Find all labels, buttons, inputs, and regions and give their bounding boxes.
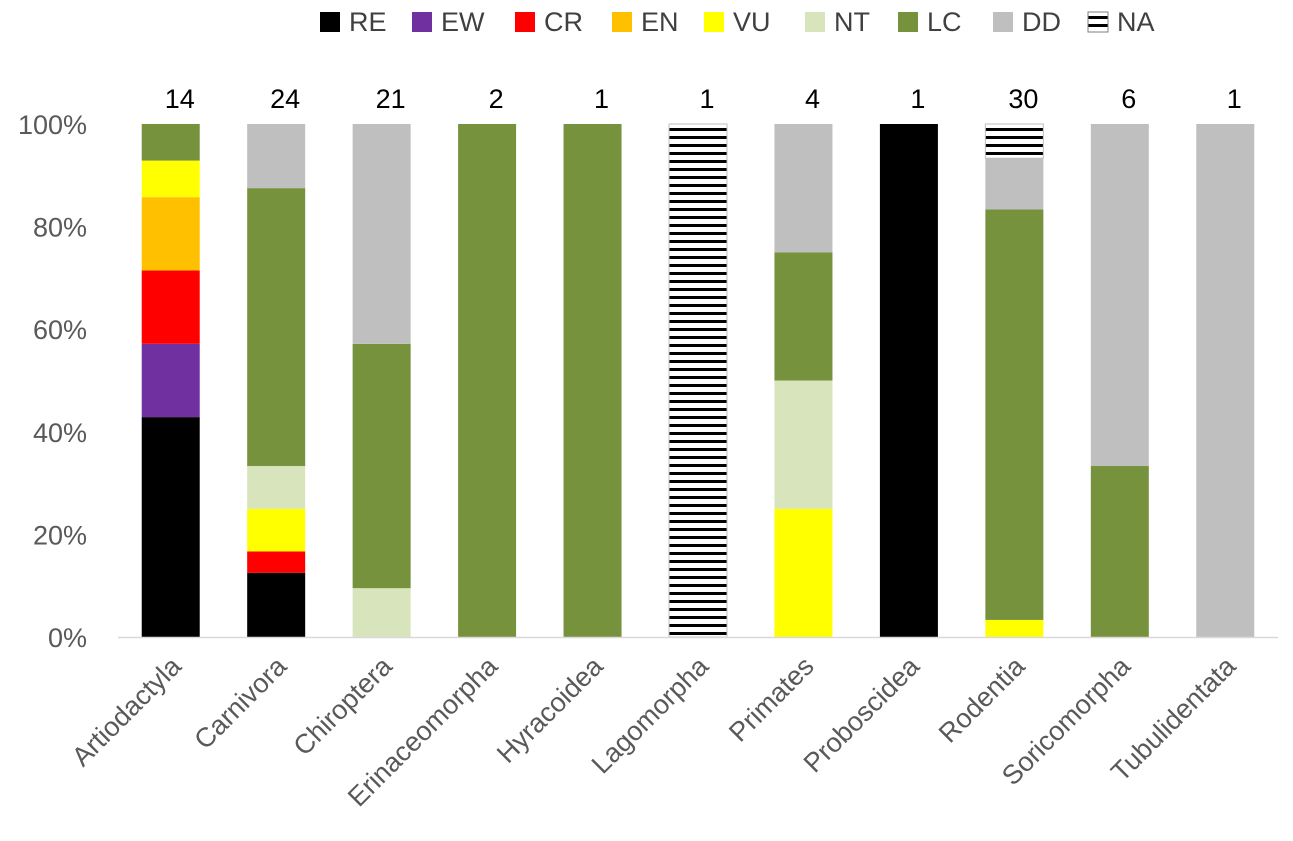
legend-label-ew: EW [441,7,485,37]
bar-count-label-proboscidea: 1 [910,84,925,114]
bar-segment-primates-vu [774,508,833,637]
bar-segment-carnivora-re [247,572,306,637]
bar-segment-soricomorpha-dd [1090,124,1149,467]
x-tick-label-primates: Primates [723,651,820,748]
y-tick-label: 20% [33,520,87,550]
legend-label-nt: NT [834,7,870,37]
y-axis: 0% 20% 40% 60% 80% 100% [18,110,87,653]
bar-segment-primates-nt [774,380,833,509]
bar-count-label-primates: 4 [805,84,820,114]
bar-count-label-rodentia: 30 [1008,84,1038,114]
legend-label-cr: CR [544,7,583,37]
bar-segment-carnivora-vu [247,508,306,552]
legend-swatch-en [612,12,632,32]
bar-segment-artiodactyla-cr [141,270,200,344]
bar-count-label-tubulidentata: 1 [1227,84,1242,114]
bar-segment-erinaceomorpha-lc [458,124,517,637]
bar-segment-carnivora-cr [247,551,306,573]
bar-segment-rodentia-vu [985,619,1044,637]
y-tick-label: 100% [18,110,87,140]
legend-label-en: EN [641,7,679,37]
x-tick-label-artiodactyla: Artiodactyla [66,650,188,772]
bar-count-label-soricomorpha: 6 [1121,84,1136,114]
bar-segment-carnivora-lc [247,188,306,467]
bar-segment-rodentia-lc [985,209,1044,620]
legend-label-lc: LC [927,7,962,37]
y-tick-label: 0% [48,623,87,653]
bar-segment-lagomorpha-na [668,123,728,638]
bar-count-label-carnivora: 24 [270,84,300,114]
x-tick-label-chiroptera: Chiroptera [288,650,399,761]
bar-count-labels: 14 24 21 2 1 1 4 1 30 6 1 [165,84,1242,114]
legend-label-vu: VU [733,7,771,37]
y-tick-label: 40% [33,418,87,448]
bar-segment-proboscidea-re [879,124,938,637]
bars [141,123,1255,638]
bar-segment-carnivora-nt [247,466,306,509]
bar-count-label-erinaceomorpha: 2 [489,84,504,114]
bar-count-label-chiroptera: 21 [376,84,406,114]
bar-segment-tubulidentata-dd [1196,124,1255,637]
legend-label-re: RE [349,7,387,37]
bar-count-label-artiodactyla: 14 [165,84,195,114]
legend-swatch-dd [993,12,1013,32]
legend-swatch-ew [412,12,432,32]
bar-segment-artiodactyla-re [141,417,200,637]
bar-segment-artiodactyla-en [141,197,200,271]
bar-segment-artiodactyla-vu [141,160,200,198]
legend-swatch-cr [515,12,535,32]
bar-segment-primates-lc [774,252,833,381]
x-axis: Artiodactyla CarnivoraChiropteraErinaceom… [66,636,1278,812]
legend-swatch-lc [898,12,918,32]
bar-count-label-hyracoidea: 1 [594,84,609,114]
legend: RE EW CR EN VU NT LC DD NA [320,7,1155,37]
legend-swatch-re [320,12,340,32]
bar-segment-chiroptera-lc [352,343,411,589]
legend-swatch-vu [704,12,724,32]
x-tick-label-carnivora: Carnivora [188,650,293,755]
bar-segment-rodentia-dd [985,158,1044,210]
legend-label-dd: DD [1022,7,1061,37]
bar-segment-artiodactyla-lc [141,123,200,161]
bar-segment-chiroptera-dd [352,124,411,344]
bar-segment-hyracoidea-lc [563,124,622,637]
y-tick-label: 60% [33,315,87,345]
legend-swatch-na [1087,11,1109,33]
bar-segment-carnivora-dd [247,124,306,189]
legend-swatch-nt [805,12,825,32]
y-tick-label: 80% [33,213,87,243]
bar-segment-chiroptera-nt [352,588,411,637]
bar-segment-primates-dd [774,124,833,253]
bar-segment-soricomorpha-lc [1090,466,1149,637]
bar-segment-artiodactyla-ew [141,343,200,418]
bar-count-label-lagomorpha: 1 [699,84,714,114]
legend-label-na: NA [1117,7,1155,37]
bar-segment-rodentia-na [984,123,1044,159]
x-tick-label-rodentia: Rodentia [933,650,1031,748]
